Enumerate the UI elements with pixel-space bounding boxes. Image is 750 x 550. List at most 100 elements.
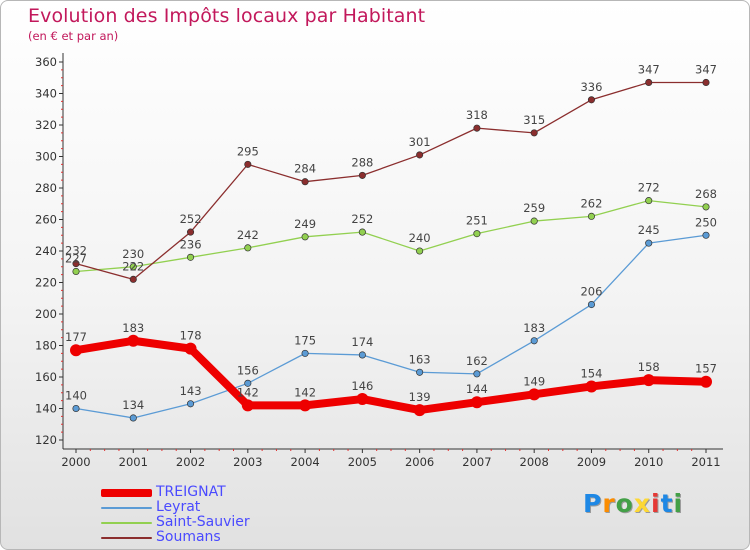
data-point-treignat [184, 342, 197, 355]
x-tick-label: 2006 [405, 455, 434, 469]
data-label-leyrat: 156 [237, 363, 259, 377]
y-tick-label: 300 [35, 150, 57, 164]
x-tick-label: 2003 [233, 455, 262, 469]
x-tick-label: 2011 [691, 455, 720, 469]
series-line-treignat [72, 336, 710, 415]
data-label-saint-sauvier: 249 [294, 217, 316, 231]
data-point-treignat [70, 344, 82, 357]
data-point-saint-sauvier [587, 212, 596, 220]
data-label-saint-sauvier: 242 [237, 228, 259, 242]
x-tick-label: 2001 [119, 455, 148, 469]
data-point-leyrat [587, 300, 596, 309]
data-point-treignat [470, 396, 483, 409]
data-point-soumans [645, 78, 653, 87]
data-label-treignat: 146 [351, 379, 373, 393]
data-point-soumans [244, 160, 252, 168]
data-label-saint-sauvier: 251 [466, 214, 488, 228]
data-label-soumans: 222 [122, 259, 144, 273]
logo-letter: x [633, 489, 651, 518]
legend-item: Saint-Sauvier [101, 515, 250, 530]
data-label-saint-sauvier: 227 [65, 251, 87, 265]
data-label-saint-sauvier: 262 [580, 196, 602, 210]
legend-label: Saint-Sauvier [156, 514, 250, 530]
data-point-leyrat [129, 414, 137, 422]
data-point-saint-sauvier [244, 244, 252, 252]
data-label-soumans: 315 [523, 113, 545, 127]
data-label-saint-sauvier: 252 [351, 212, 373, 226]
data-label-saint-sauvier: 236 [180, 237, 202, 251]
data-point-treignat [528, 388, 541, 401]
logo-letter: r [602, 489, 616, 518]
legend-item: TREIGNAT [101, 485, 226, 500]
y-tick-label: 220 [35, 276, 57, 290]
data-label-treignat: 154 [580, 366, 602, 380]
x-tick-label: 2008 [520, 455, 549, 469]
data-label-treignat: 142 [294, 385, 316, 399]
y-tick-label: 240 [35, 244, 57, 258]
legend-label: Leyrat [156, 499, 201, 515]
data-label-treignat: 157 [695, 362, 717, 376]
data-point-leyrat [186, 400, 195, 408]
series-line-saint-sauvier [75, 199, 707, 273]
y-tick-label: 160 [35, 370, 57, 384]
logo-letter: o [615, 489, 634, 518]
data-point-leyrat [358, 351, 366, 359]
data-point-leyrat [72, 404, 80, 413]
data-label-saint-sauvier: 268 [695, 187, 717, 201]
x-tick-label: 2000 [61, 455, 90, 469]
chart-title: Evolution des Impôts locaux par Habitant [28, 5, 426, 27]
data-label-soumans: 318 [466, 108, 488, 122]
legend-swatch [101, 506, 152, 509]
data-point-treignat [356, 393, 369, 406]
data-label-leyrat: 134 [122, 398, 144, 412]
y-tick-label: 140 [35, 402, 57, 416]
data-label-soumans: 347 [638, 62, 660, 76]
data-label-leyrat: 140 [65, 389, 87, 403]
data-point-soumans [530, 129, 538, 137]
data-point-saint-sauvier [129, 263, 137, 271]
y-tick-label: 280 [35, 181, 57, 195]
data-point-saint-sauvier [530, 217, 538, 225]
data-label-leyrat: 250 [695, 215, 717, 229]
legend-item: Soumans [101, 530, 221, 545]
data-label-soumans: 336 [580, 80, 602, 94]
data-point-saint-sauvier [358, 228, 366, 236]
data-label-saint-sauvier: 230 [122, 247, 144, 261]
data-point-leyrat [244, 379, 252, 387]
data-point-treignat [127, 334, 140, 347]
data-point-saint-sauvier [416, 247, 424, 255]
legend-swatch [101, 521, 152, 524]
legend-label: TREIGNAT [156, 484, 226, 500]
data-label-leyrat: 245 [638, 223, 660, 237]
legend-swatch [101, 536, 152, 539]
logo-letter: t [660, 489, 674, 518]
y-tick-label: 320 [35, 118, 57, 132]
data-point-saint-sauvier [301, 233, 309, 241]
proxiti-logo: Proxiti [583, 489, 683, 518]
logo-letter: P [583, 489, 603, 518]
legend-swatch [101, 488, 152, 497]
x-tick-label: 2007 [462, 455, 491, 469]
data-point-soumans [129, 275, 137, 283]
data-point-treignat [299, 399, 312, 412]
data-point-treignat [241, 399, 254, 412]
x-tick-label: 2002 [176, 455, 205, 469]
data-label-soumans: 284 [294, 162, 316, 176]
data-label-leyrat: 162 [466, 354, 488, 368]
chart-axes: 120 140 160 180 200 220 240 260 280 300 320 340 360 2… [35, 53, 723, 469]
data-label-treignat: 178 [180, 329, 202, 343]
data-point-soumans [473, 124, 481, 132]
data-point-soumans [358, 171, 366, 179]
data-label-soumans: 252 [180, 212, 202, 226]
data-label-leyrat: 163 [409, 352, 431, 366]
chart-series [70, 78, 712, 422]
y-tick-label: 260 [35, 213, 57, 227]
data-point-treignat [642, 374, 655, 387]
data-point-soumans [186, 228, 195, 236]
y-tick-label: 180 [35, 339, 57, 353]
y-tick-label: 360 [35, 55, 57, 69]
data-label-soumans: 347 [695, 62, 717, 76]
data-label-saint-sauvier: 240 [409, 231, 431, 245]
data-label-treignat: 183 [122, 321, 144, 335]
